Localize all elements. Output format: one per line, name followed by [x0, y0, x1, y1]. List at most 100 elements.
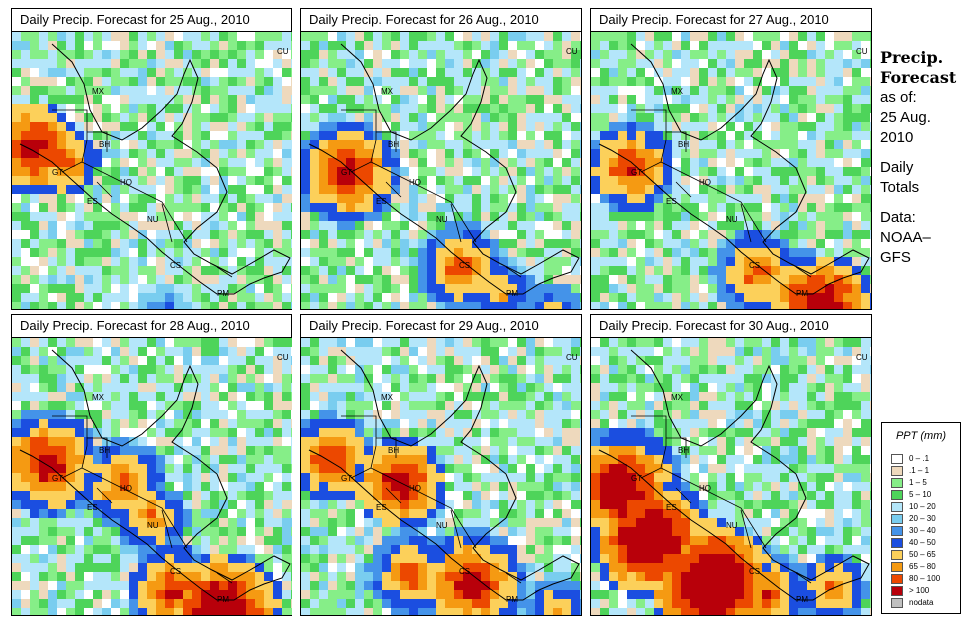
grid-cell — [84, 464, 93, 473]
grid-cell — [48, 536, 57, 545]
grid-cell — [264, 149, 273, 158]
country-label-cs: CS — [749, 261, 760, 270]
grid-cell — [508, 131, 517, 140]
grid-cell — [291, 392, 292, 401]
grid-cell — [39, 230, 48, 239]
grid-cell — [192, 518, 201, 527]
grid-cell — [861, 203, 870, 212]
grid-cell — [526, 113, 535, 122]
grid-cell — [427, 104, 436, 113]
grid-cell — [744, 104, 753, 113]
grid-cell — [834, 185, 843, 194]
grid-cell — [535, 32, 544, 41]
grid-cell — [789, 122, 798, 131]
grid-cell — [66, 77, 75, 86]
grid-cell — [337, 77, 346, 86]
grid-cell — [753, 194, 762, 203]
grid-cell — [364, 185, 373, 194]
grid-cell — [228, 473, 237, 482]
grid-cell — [291, 239, 292, 248]
grid-cell — [75, 104, 84, 113]
grid-cell — [382, 437, 391, 446]
grid-cell — [102, 563, 111, 572]
grid-cell — [174, 356, 183, 365]
grid-cell — [48, 554, 57, 563]
grid-cell — [499, 149, 508, 158]
grid-cell — [147, 437, 156, 446]
grid-cell — [301, 122, 310, 131]
grid-cell — [535, 509, 544, 518]
grid-cell — [246, 266, 255, 275]
grid-cell — [418, 50, 427, 59]
country-border — [505, 266, 522, 278]
grid-cell — [201, 383, 210, 392]
grid-cell — [753, 131, 762, 140]
grid-cell — [12, 563, 21, 572]
grid-cell — [273, 455, 282, 464]
grid-cell — [373, 86, 382, 95]
grid-cell — [499, 257, 508, 266]
grid-cell — [66, 491, 75, 500]
grid-cell — [210, 572, 219, 581]
grid-cell — [138, 167, 147, 176]
grid-cell — [129, 509, 138, 518]
grid-cell — [454, 185, 463, 194]
grid-cell — [12, 446, 21, 455]
grid-cell — [310, 284, 319, 293]
grid-cell — [816, 248, 825, 257]
grid-cell — [310, 77, 319, 86]
grid-cell — [291, 545, 292, 554]
grid-cell — [535, 554, 544, 563]
grid-cell — [273, 509, 282, 518]
grid-cell — [21, 428, 30, 437]
grid-cell — [273, 248, 282, 257]
grid-cell — [201, 176, 210, 185]
grid-cell — [744, 275, 753, 284]
grid-cell — [600, 95, 609, 104]
grid-cell — [301, 473, 310, 482]
grid-cell — [591, 41, 600, 50]
grid-cell — [409, 482, 418, 491]
grid-cell — [228, 230, 237, 239]
grid-cell — [490, 581, 499, 590]
grid-cell — [219, 122, 228, 131]
grid-cell — [553, 482, 562, 491]
grid-cell — [618, 248, 627, 257]
grid-cell — [409, 104, 418, 113]
grid-cell — [463, 473, 472, 482]
grid-cell — [690, 122, 699, 131]
grid-cell — [600, 221, 609, 230]
grid-cell — [138, 482, 147, 491]
grid-cell — [273, 68, 282, 77]
grid-cell — [636, 50, 645, 59]
grid-cell — [328, 410, 337, 419]
grid-cell — [219, 365, 228, 374]
grid-cell — [508, 257, 517, 266]
grid-cell — [571, 275, 580, 284]
grid-cell — [291, 131, 292, 140]
grid-cell — [228, 455, 237, 464]
grid-cell — [699, 194, 708, 203]
grid-cell — [57, 95, 66, 104]
grid-cell — [391, 383, 400, 392]
grid-cell — [328, 284, 337, 293]
country-label-cu: CU — [277, 47, 289, 56]
grid-cell — [84, 257, 93, 266]
grid-cell — [111, 158, 120, 167]
grid-cell — [273, 473, 282, 482]
grid-cell — [319, 455, 328, 464]
grid-cell — [373, 302, 382, 309]
grid-cell — [681, 77, 690, 86]
grid-cell — [21, 131, 30, 140]
grid-cell — [291, 59, 292, 68]
grid-cell — [681, 284, 690, 293]
grid-cell — [735, 86, 744, 95]
grid-cell — [291, 68, 292, 77]
grid-cell — [301, 239, 310, 248]
grid-cell — [84, 41, 93, 50]
grid-cell — [544, 446, 553, 455]
grid-cell — [156, 446, 165, 455]
grid-cell — [580, 203, 581, 212]
grid-cell — [526, 356, 535, 365]
grid-cell — [30, 149, 39, 158]
